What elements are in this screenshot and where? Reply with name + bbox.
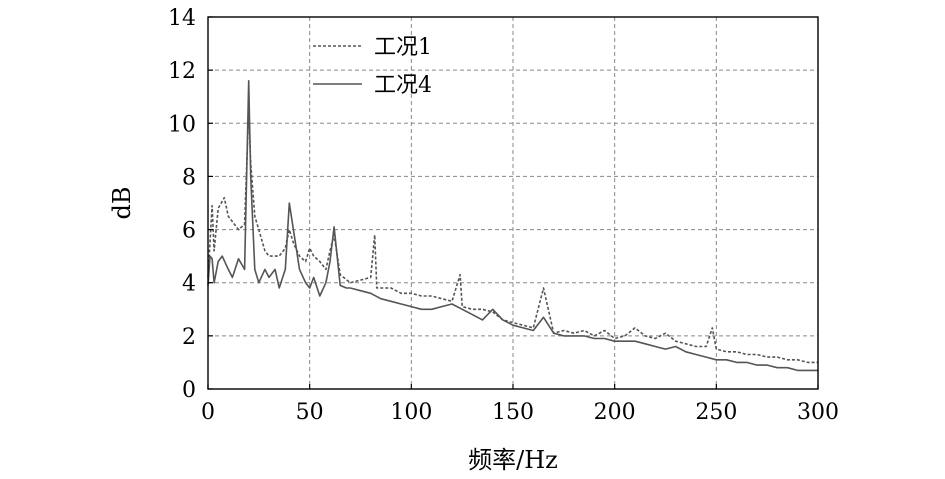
x-tick-label: 300 (797, 400, 839, 425)
y-tick-label: 10 (168, 112, 196, 137)
x-tick-label: 200 (594, 400, 636, 425)
x-tick-label: 150 (492, 400, 534, 425)
y-axis-label: dB (108, 187, 136, 220)
x-tick-label: 100 (390, 400, 432, 425)
series-layer (207, 80, 818, 372)
y-tick-label: 0 (182, 378, 196, 403)
y-tick-label: 2 (182, 325, 196, 350)
y-tick-label: 14 (168, 6, 196, 31)
x-tick-label: 250 (695, 400, 737, 425)
x-tick-label: 0 (201, 400, 215, 425)
legend: 工况1 工况4 (313, 35, 432, 98)
x-axis-label: 频率/Hz (468, 446, 558, 474)
y-tick-label: 4 (182, 272, 196, 297)
grid (208, 17, 818, 389)
legend-label-series-2: 工况4 (374, 73, 432, 98)
ticks: 0 50 100 150 200 250 300 0 2 4 6 8 10 12 14 (168, 6, 839, 425)
legend-label-series-1: 工况1 (374, 35, 432, 60)
y-tick-label: 12 (168, 59, 196, 84)
series-line-1 (207, 109, 818, 364)
y-tick-label: 6 (182, 219, 196, 244)
y-tick-label: 8 (182, 165, 196, 190)
series-line-2 (207, 80, 818, 372)
x-tick-label: 50 (296, 400, 324, 425)
